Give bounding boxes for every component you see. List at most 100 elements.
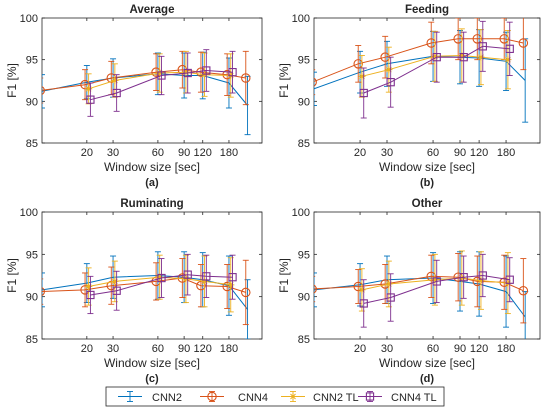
data-point-cnn2-tl xyxy=(358,72,366,80)
y-tick-label: 100 xyxy=(20,207,38,219)
data-point-cnn4 xyxy=(518,285,529,296)
data-point-cnn2-tl xyxy=(431,276,439,284)
series-line-cnn2-tl xyxy=(361,277,508,291)
data-point-cnn4 xyxy=(314,284,317,294)
series-cnn4-tl xyxy=(86,49,237,117)
x-axis-label: Window size [sec] xyxy=(104,356,200,370)
y-tick-label: 100 xyxy=(292,13,310,25)
x-tick-label: 180 xyxy=(220,147,238,159)
data-point-cnn4-tl xyxy=(432,53,441,62)
data-point-cnn4-tl xyxy=(157,273,166,283)
y-axis-label: F1 [%] xyxy=(277,258,291,293)
data-point-cnn4-tl xyxy=(183,270,192,279)
data-point-cnn4-tl xyxy=(505,275,514,284)
data-point-cnn2-tl xyxy=(458,51,466,60)
series-line-cnn2-tl xyxy=(361,54,508,77)
data-point-cnn4 xyxy=(353,59,363,69)
data-point-cnn4-tl xyxy=(202,272,211,281)
data-point-cnn4-tl xyxy=(228,273,237,282)
data-point-cnn2-tl xyxy=(477,276,485,285)
data-point-cnn4 xyxy=(42,287,45,296)
data-point-cnn4-tl xyxy=(478,42,487,51)
data-point-cnn2-tl xyxy=(156,69,164,77)
series-layer xyxy=(42,251,251,339)
series-cnn4-tl xyxy=(359,20,514,119)
series-line-cnn2-tl xyxy=(88,276,231,287)
legend-marker-cnn4 xyxy=(207,391,217,402)
legend-entry-cnn2-tl: CNN2 TL xyxy=(281,391,359,404)
data-point-cnn2-tl xyxy=(504,56,512,64)
panel-label-average: (a) xyxy=(145,177,159,189)
y-tick-label: 90 xyxy=(26,292,38,304)
x-tick-label: 90 xyxy=(178,147,190,159)
x-tick-label: 30 xyxy=(381,343,393,355)
data-point-cnn2-tl xyxy=(85,282,93,291)
data-point-cnn2-tl xyxy=(385,280,393,288)
data-point-cnn4 xyxy=(518,38,529,48)
x-tick-label: 20 xyxy=(81,147,93,159)
data-point-cnn2-tl xyxy=(431,52,439,60)
data-point-cnn4 xyxy=(241,73,251,83)
data-point-cnn2-tl xyxy=(111,277,119,286)
x-tick-label: 180 xyxy=(497,343,515,355)
series-cnn4-tl xyxy=(359,253,514,328)
data-point-cnn4-tl xyxy=(183,68,192,78)
series-layer xyxy=(314,18,529,123)
series-cnn4-tl xyxy=(86,253,237,315)
data-point-cnn4-tl xyxy=(86,95,95,104)
data-point-cnn4 xyxy=(426,271,436,282)
series-cnn4 xyxy=(42,50,251,106)
panel-other: Other 85 90 95 100 20 30 60 90 120 180 Window size … xyxy=(277,198,541,385)
x-tick-label: 30 xyxy=(381,147,393,159)
data-point-cnn4 xyxy=(314,77,317,87)
data-point-cnn4-tl xyxy=(202,66,211,75)
x-tick-label: 60 xyxy=(152,147,164,159)
legend-label-cnn4-tl: CNN4 TL xyxy=(391,392,437,404)
series-cnn2-tl xyxy=(85,50,235,105)
x-tick-label: 20 xyxy=(81,343,93,355)
data-point-cnn2-tl xyxy=(385,66,393,74)
data-point-cnn4-tl xyxy=(112,88,121,98)
data-point-cnn4-tl xyxy=(157,71,166,80)
legend-entry-cnn2: CNN2 xyxy=(118,391,182,404)
series-layer xyxy=(42,49,251,136)
data-point-cnn4-tl xyxy=(478,271,487,280)
data-point-cnn4-tl xyxy=(386,293,395,302)
y-axis-label: F1 [%] xyxy=(5,63,19,98)
x-tick-label: 90 xyxy=(178,343,190,355)
data-point-cnn4 xyxy=(42,86,45,95)
x-tick-label: 20 xyxy=(354,147,366,159)
data-point-cnn4-tl xyxy=(228,68,237,77)
legend-label-cnn4: CNN4 xyxy=(238,392,268,404)
series-line-cnn2-tl xyxy=(88,71,231,90)
data-point-cnn4 xyxy=(80,285,90,295)
data-point-cnn4-tl xyxy=(432,277,441,286)
legend-label-cnn2-tl: CNN2 TL xyxy=(313,392,359,404)
data-point-cnn2-tl xyxy=(458,274,466,282)
legend-marker-cnn2-tl xyxy=(289,392,297,401)
data-point-cnn2-tl xyxy=(200,71,209,79)
data-point-cnn2-tl xyxy=(182,275,190,283)
data-point-cnn4 xyxy=(499,34,509,44)
data-point-cnn4-tl xyxy=(386,78,395,87)
series-cnn2-tl xyxy=(358,28,512,98)
x-tick-label: 120 xyxy=(470,147,488,159)
x-tick-label: 180 xyxy=(497,147,515,159)
chart-title-other: Other xyxy=(412,198,443,210)
data-point-cnn4-tl xyxy=(112,286,121,295)
data-point-cnn2-tl xyxy=(200,277,209,286)
y-tick-label: 85 xyxy=(298,334,310,346)
x-axis-label: Window size [sec] xyxy=(104,160,200,174)
data-point-cnn4-tl xyxy=(359,88,368,98)
data-point-cnn2-tl xyxy=(156,273,164,281)
panel-feeding: Feeding 85 90 95 100 20 30 60 90 120 180 Window siz… xyxy=(277,4,541,189)
legend-marker-cnn4-tl xyxy=(365,392,375,401)
legend-label-cnn2: CNN2 xyxy=(152,392,182,404)
series-line-cnn4-tl xyxy=(90,274,233,296)
x-axis-label: Window size [sec] xyxy=(379,356,475,370)
y-tick-label: 95 xyxy=(298,249,310,261)
x-tick-label: 20 xyxy=(354,343,366,355)
chart-title-feeding: Feeding xyxy=(405,4,449,16)
plot-area-average xyxy=(41,17,263,144)
x-tick-label: 120 xyxy=(194,343,212,355)
